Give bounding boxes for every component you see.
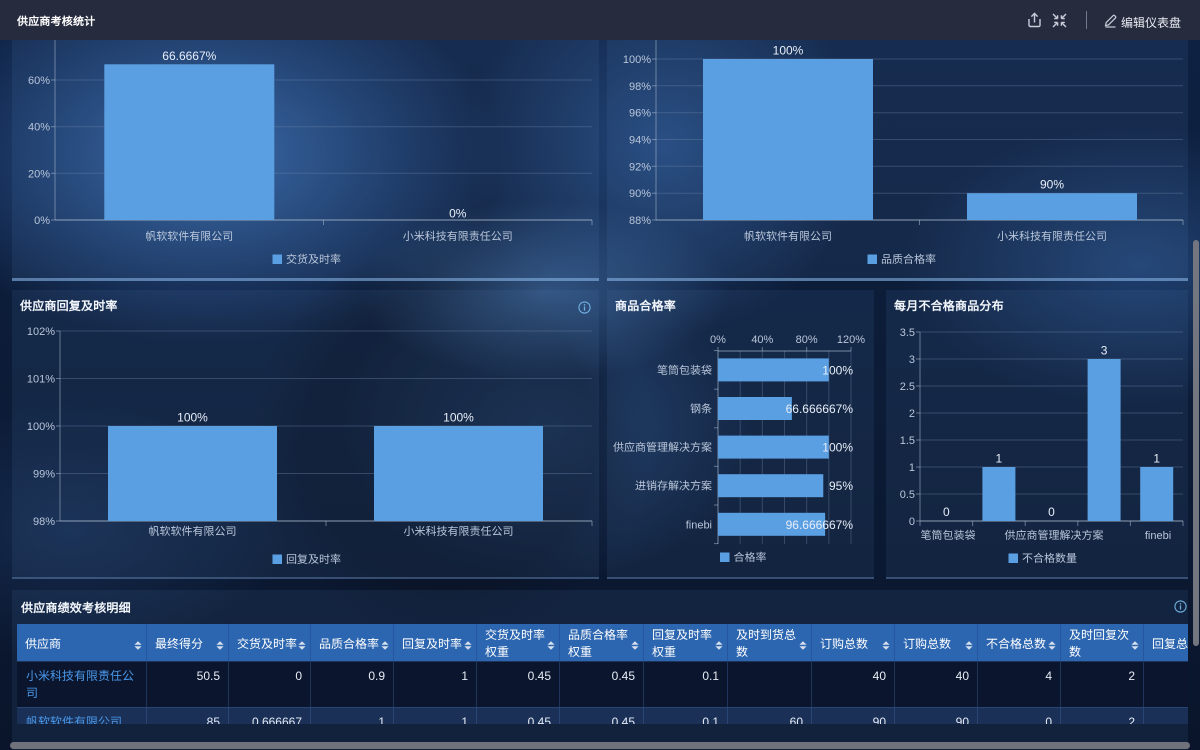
svg-text:供应商管理解决方案: 供应商管理解决方案: [1005, 529, 1104, 542]
svg-text:96%: 96%: [629, 108, 651, 120]
svg-text:100%: 100%: [822, 441, 853, 455]
svg-text:不合格数量: 不合格数量: [1022, 552, 1077, 565]
svg-text:0: 0: [1048, 505, 1055, 519]
svg-text:回复及时率: 回复及时率: [286, 553, 341, 566]
svg-text:供应商管理解决方案: 供应商管理解决方案: [613, 441, 712, 454]
svg-text:笔筒包装袋: 笔筒包装袋: [657, 364, 712, 377]
svg-text:100%: 100%: [443, 411, 474, 425]
svg-text:钢条: 钢条: [690, 403, 712, 416]
svg-text:帆软软件有限公司: 帆软软件有限公司: [149, 525, 237, 538]
svg-text:100%: 100%: [822, 363, 853, 377]
svg-text:94%: 94%: [629, 135, 651, 147]
svg-text:96.666667%: 96.666667%: [786, 518, 854, 532]
svg-text:小米科技有限责任公司: 小米科技有限责任公司: [997, 230, 1107, 243]
svg-text:交货及时率: 交货及时率: [286, 253, 341, 266]
svg-text:0%: 0%: [449, 207, 467, 221]
svg-text:90%: 90%: [1040, 178, 1064, 192]
svg-text:0.5: 0.5: [900, 489, 915, 501]
svg-text:98%: 98%: [33, 516, 55, 528]
svg-text:100%: 100%: [623, 54, 651, 66]
svg-text:90%: 90%: [629, 188, 651, 200]
svg-text:66.6667%: 66.6667%: [162, 49, 216, 63]
svg-text:品质合格率: 品质合格率: [881, 253, 936, 266]
svg-text:小米科技有限责任公司: 小米科技有限责任公司: [403, 230, 513, 243]
svg-text:0: 0: [909, 516, 915, 528]
svg-text:finebi: finebi: [686, 519, 712, 531]
svg-text:2: 2: [909, 408, 915, 420]
svg-text:3.5: 3.5: [900, 327, 915, 339]
svg-text:40%: 40%: [751, 334, 773, 346]
svg-text:帆软软件有限公司: 帆软软件有限公司: [145, 230, 233, 243]
svg-text:1: 1: [909, 462, 915, 474]
svg-text:92%: 92%: [629, 161, 651, 173]
svg-text:100%: 100%: [27, 421, 55, 433]
svg-text:95%: 95%: [829, 479, 853, 493]
svg-text:0%: 0%: [710, 334, 726, 346]
svg-text:3: 3: [909, 354, 915, 366]
svg-text:60%: 60%: [28, 75, 50, 87]
svg-text:笔筒包装袋: 笔筒包装袋: [921, 529, 976, 542]
svg-text:小米科技有限责任公司: 小米科技有限责任公司: [404, 525, 514, 538]
svg-text:100%: 100%: [773, 44, 804, 58]
svg-text:1: 1: [1153, 452, 1160, 466]
svg-text:0%: 0%: [34, 215, 50, 227]
svg-text:66.666667%: 66.666667%: [786, 402, 854, 416]
svg-text:帆软软件有限公司: 帆软软件有限公司: [744, 230, 832, 243]
svg-text:40%: 40%: [28, 122, 50, 134]
svg-text:101%: 101%: [27, 374, 55, 386]
svg-text:进销存解决方案: 进销存解决方案: [635, 480, 712, 493]
svg-text:1: 1: [996, 452, 1003, 466]
svg-text:1.5: 1.5: [900, 435, 915, 447]
svg-text:99%: 99%: [33, 469, 55, 481]
svg-text:120%: 120%: [837, 334, 865, 346]
svg-text:合格率: 合格率: [734, 551, 767, 564]
svg-text:100%: 100%: [177, 411, 208, 425]
svg-text:102%: 102%: [27, 326, 55, 338]
svg-text:finebi: finebi: [1145, 530, 1171, 542]
svg-text:98%: 98%: [629, 81, 651, 93]
svg-text:3: 3: [1101, 344, 1108, 358]
svg-text:80%: 80%: [796, 334, 818, 346]
svg-text:2.5: 2.5: [900, 381, 915, 393]
svg-text:88%: 88%: [629, 215, 651, 227]
svg-text:0: 0: [943, 505, 950, 519]
svg-text:20%: 20%: [28, 168, 50, 180]
